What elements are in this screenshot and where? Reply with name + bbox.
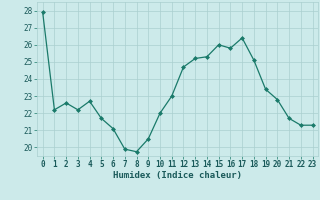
X-axis label: Humidex (Indice chaleur): Humidex (Indice chaleur) [113,171,242,180]
